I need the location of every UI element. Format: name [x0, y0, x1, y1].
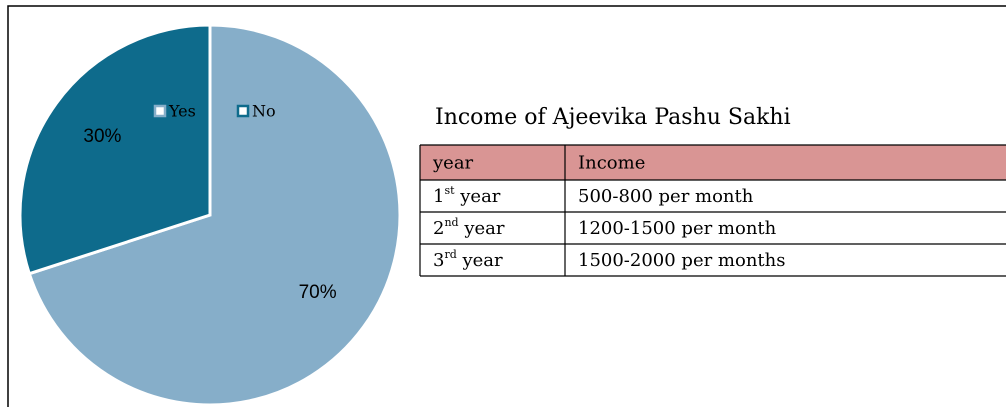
table-cell: 1200-1500 per month — [578, 218, 777, 239]
table-header-bg — [420, 145, 1006, 180]
pie-slice — [27, 23, 402, 407]
cell-superscript: nd — [444, 216, 458, 229]
cell-superscript: st — [444, 184, 455, 197]
table-cell: 3rd year — [433, 248, 503, 271]
cell-text: year — [459, 218, 505, 239]
table-cell: 1500-2000 per months — [578, 250, 785, 271]
table-header-cell: Income — [578, 153, 645, 174]
data-label: 70% — [299, 282, 337, 303]
pie-slice — [18, 23, 212, 276]
table-cell: 500-800 per month — [578, 186, 754, 207]
legend-label: Yes — [168, 102, 196, 121]
cell-number: 3 — [433, 250, 444, 271]
cell-text: year — [455, 186, 501, 207]
table-title: Income of Ajeevika Pashu Sakhi — [435, 105, 791, 130]
legend-label: No — [252, 102, 276, 121]
cell-number: 2 — [433, 218, 444, 239]
legend-marker — [153, 104, 167, 118]
cell-superscript: rd — [444, 248, 456, 261]
data-label: 30% — [83, 126, 121, 147]
table-header-cell: year — [432, 153, 474, 174]
cell-number: 1 — [433, 186, 444, 207]
legend-marker — [236, 104, 250, 118]
table-cell: 2nd year — [433, 216, 505, 239]
cell-text: year — [457, 250, 503, 271]
table-cell: 1st year — [433, 184, 501, 207]
